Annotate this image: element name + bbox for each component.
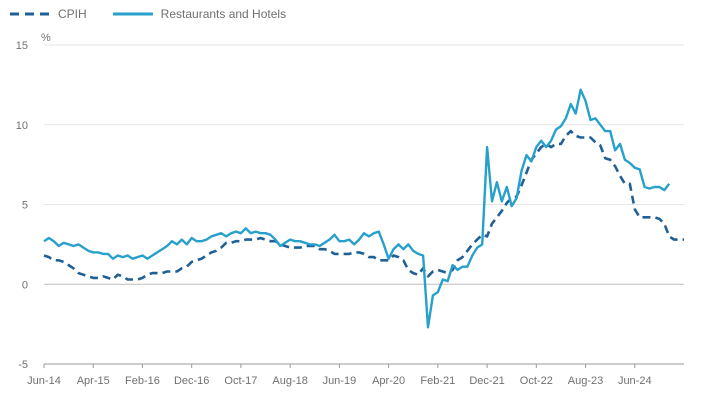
x-tick-label: Feb-21 xyxy=(420,375,455,387)
x-tick-label: Jun-24 xyxy=(618,375,652,387)
x-tick-label: Dec-21 xyxy=(469,375,504,387)
y-tick-label: 0 xyxy=(22,279,28,291)
x-tick-label: Aug-23 xyxy=(568,375,603,387)
x-tick-label: Feb-16 xyxy=(125,375,160,387)
legend-item-cpih: CPIH xyxy=(10,7,87,21)
chart-legend: CPIH Restaurants and Hotels xyxy=(10,4,312,24)
x-tick-label: Aug-18 xyxy=(272,375,307,387)
y-axis-unit-label: % xyxy=(41,32,51,44)
x-tick-label: Apr-20 xyxy=(372,375,405,387)
y-tick-label: 5 xyxy=(22,200,28,212)
legend-item-restaurants-hotels: Restaurants and Hotels xyxy=(112,7,287,21)
x-tick-label: Oct-22 xyxy=(520,375,553,387)
y-tick-label: -5 xyxy=(18,359,28,371)
x-tick-label: Jun-19 xyxy=(323,375,357,387)
legend-swatch-restaurants-hotels xyxy=(112,12,153,16)
x-tick-label: Oct-17 xyxy=(224,375,257,387)
x-tick-label: Apr-15 xyxy=(77,375,110,387)
x-tick-label: Dec-16 xyxy=(174,375,209,387)
legend-label-cpih: CPIH xyxy=(58,7,87,21)
x-tick-label: Jun-14 xyxy=(27,375,61,387)
legend-swatch-cpih xyxy=(10,12,50,16)
y-tick-label: 10 xyxy=(16,120,28,132)
legend-label-restaurants-hotels: Restaurants and Hotels xyxy=(160,7,287,21)
series-line-restaurants-hotels xyxy=(43,88,671,329)
y-tick-label: 15 xyxy=(16,40,28,52)
series-line-cpih xyxy=(43,129,684,281)
